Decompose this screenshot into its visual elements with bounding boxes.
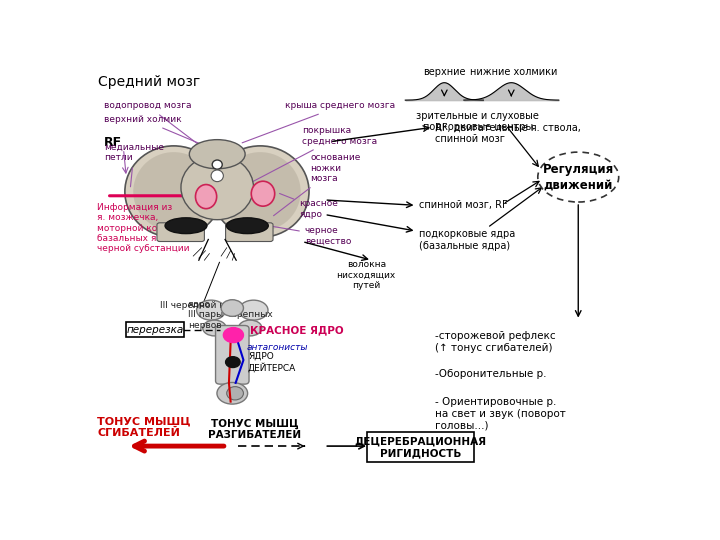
Text: RF: RF: [104, 136, 122, 149]
Text: Средний мозг: Средний мозг: [99, 75, 201, 89]
Text: ТОНУС МЫШЦ
СГИБАТЕЛЕЙ: ТОНУС МЫШЦ СГИБАТЕЛЕЙ: [97, 416, 191, 438]
Text: антагонисты: антагонисты: [246, 343, 307, 353]
Text: Информация из
я. мозжечка,
моторной коры,
базальных я.,
черной субстанции: Информация из я. мозжечка, моторной коры…: [96, 203, 189, 253]
Text: водопровод мозга: водопровод мозга: [104, 102, 215, 157]
Text: нижние холмики: нижние холмики: [470, 68, 558, 77]
Text: красное
ядро: красное ядро: [279, 193, 338, 219]
Text: - Ориентировочные р.
на свет и звук (поворот
головы...): - Ориентировочные р. на свет и звук (пов…: [435, 397, 566, 430]
Text: RF, двигательные я. ствола,
спинной мозг: RF, двигательные я. ствола, спинной мозг: [435, 122, 581, 144]
Ellipse shape: [125, 146, 222, 238]
Ellipse shape: [165, 218, 207, 234]
Ellipse shape: [212, 146, 309, 238]
Text: ядро
III пары черепных
нервов: ядро III пары черепных нервов: [188, 300, 272, 329]
Text: медиальные
петли: медиальные петли: [104, 143, 164, 187]
FancyBboxPatch shape: [215, 326, 249, 384]
Text: Регуляция
движений: Регуляция движений: [543, 163, 614, 191]
Ellipse shape: [239, 300, 268, 320]
Ellipse shape: [227, 387, 243, 400]
Text: перерезка: перерезка: [127, 325, 184, 335]
Ellipse shape: [251, 181, 275, 206]
Text: III черепной нерв: III черепной нерв: [160, 301, 242, 310]
Ellipse shape: [181, 155, 253, 220]
Ellipse shape: [226, 218, 269, 234]
Text: спинной мозг, RF: спинной мозг, RF: [419, 200, 508, 211]
Text: черное
вещество: черное вещество: [271, 226, 351, 246]
Ellipse shape: [238, 320, 262, 336]
Ellipse shape: [211, 170, 223, 181]
Ellipse shape: [217, 382, 248, 404]
Text: подкорковые ядра
(базальные ядра): подкорковые ядра (базальные ядра): [419, 229, 516, 251]
Ellipse shape: [212, 160, 222, 169]
Circle shape: [225, 357, 240, 368]
Text: верхний холмик: верхний холмик: [104, 115, 204, 146]
Ellipse shape: [220, 152, 301, 231]
Ellipse shape: [133, 152, 214, 231]
Text: ЯДРО
ДЕЙТЕРСА: ЯДРО ДЕЙТЕРСА: [248, 352, 296, 372]
FancyBboxPatch shape: [366, 432, 474, 462]
Ellipse shape: [195, 185, 217, 208]
Text: ТОНУС МЫШЦ
РАЗГИБАТЕЛЕЙ: ТОНУС МЫШЦ РАЗГИБАТЕЛЕЙ: [208, 418, 301, 440]
FancyBboxPatch shape: [157, 223, 204, 241]
Circle shape: [223, 328, 243, 342]
Text: основание
ножки
мозга: основание ножки мозга: [274, 153, 361, 215]
FancyBboxPatch shape: [225, 223, 273, 241]
Text: покрышка
среднего мозга: покрышка среднего мозга: [251, 126, 377, 183]
FancyBboxPatch shape: [126, 322, 184, 337]
Text: верхние: верхние: [423, 68, 466, 77]
Ellipse shape: [189, 140, 245, 169]
Text: волокна
нисходящих
путей: волокна нисходящих путей: [336, 260, 396, 290]
Text: КРАСНОЕ ЯДРО: КРАСНОЕ ЯДРО: [250, 326, 343, 335]
Text: -Оборонительные р.: -Оборонительные р.: [435, 369, 546, 379]
Ellipse shape: [203, 320, 226, 336]
Text: -сторожевой рефлекс
(↑ тонус сгибателей): -сторожевой рефлекс (↑ тонус сгибателей): [435, 331, 555, 353]
Text: зрительные и слуховые
подкорковые центры: зрительные и слуховые подкорковые центры: [416, 111, 539, 132]
Ellipse shape: [221, 300, 243, 316]
Text: крыша среднего мозга: крыша среднего мозга: [242, 102, 395, 143]
Ellipse shape: [197, 300, 225, 320]
Text: ДЕЦЕРЕБРАЦИОННАЯ
РИГИДНОСТЬ: ДЕЦЕРЕБРАЦИОННАЯ РИГИДНОСТЬ: [354, 436, 487, 458]
